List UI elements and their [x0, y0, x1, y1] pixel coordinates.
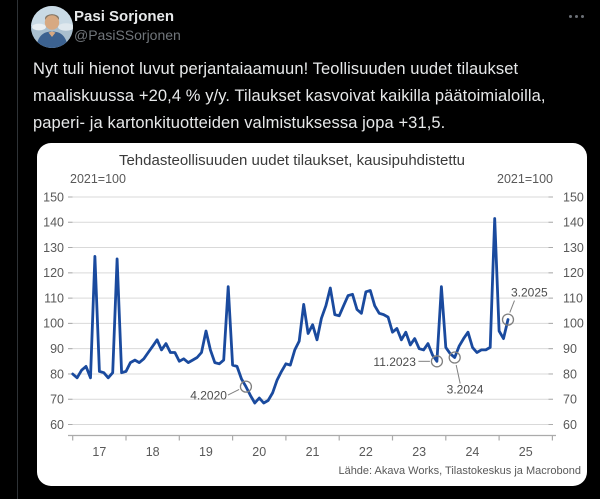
svg-text:60: 60 — [563, 418, 577, 432]
more-icon[interactable] — [569, 12, 584, 20]
unit-label-right: 2021=100 — [497, 172, 553, 186]
tweet-body-text: Nyt tuli hienot luvut perjantaiaamuun! T… — [33, 60, 546, 132]
svg-text:150: 150 — [563, 190, 584, 204]
orders-chart-svg: 60 60 70 70 80 80 90 90 100 100 110 110 120 120 130 130… — [43, 190, 584, 459]
svg-text:110: 110 — [44, 291, 64, 305]
svg-text:3.2024: 3.2024 — [447, 383, 484, 397]
chart-source: Lähde: Akava Works, Tilastokeskus ja Mac… — [338, 465, 581, 477]
svg-text:70: 70 — [50, 393, 64, 407]
svg-text:4.2020: 4.2020 — [190, 389, 227, 403]
svg-text:130: 130 — [563, 241, 584, 255]
svg-text:23: 23 — [412, 445, 426, 459]
column-divider — [17, 0, 18, 499]
svg-text:100: 100 — [43, 317, 64, 331]
author-handle[interactable]: @PasiSSorjonen — [74, 27, 181, 43]
svg-text:90: 90 — [50, 342, 64, 356]
svg-text:19: 19 — [199, 445, 213, 459]
svg-text:120: 120 — [563, 266, 584, 280]
svg-text:24: 24 — [465, 445, 479, 459]
unit-label-left: 2021=100 — [70, 172, 126, 186]
svg-text:25: 25 — [519, 445, 533, 459]
svg-text:140: 140 — [43, 216, 64, 230]
svg-text:100: 100 — [563, 317, 584, 331]
svg-text:130: 130 — [43, 241, 64, 255]
svg-text:60: 60 — [50, 418, 64, 432]
svg-text:70: 70 — [563, 393, 577, 407]
svg-text:80: 80 — [563, 367, 577, 381]
svg-text:20: 20 — [252, 445, 266, 459]
svg-text:18: 18 — [146, 445, 160, 459]
author-name[interactable]: Pasi Sorjonen — [74, 8, 175, 25]
chart-title: Tehdasteollisuuden uudet tilaukset, kaus… — [118, 152, 466, 169]
svg-text:140: 140 — [563, 216, 584, 230]
svg-text:17: 17 — [92, 445, 106, 459]
svg-text:110: 110 — [563, 291, 583, 305]
svg-text:150: 150 — [43, 190, 64, 204]
svg-text:120: 120 — [43, 266, 64, 280]
svg-text:21: 21 — [306, 445, 320, 459]
svg-text:90: 90 — [563, 342, 577, 356]
chart-card[interactable]: Tehdasteollisuuden uudet tilaukset, kaus… — [37, 143, 587, 486]
svg-text:11.2023: 11.2023 — [373, 355, 416, 369]
avatar-image — [31, 6, 73, 48]
avatar[interactable] — [31, 6, 73, 48]
svg-text:22: 22 — [359, 445, 373, 459]
svg-text:80: 80 — [50, 367, 64, 381]
svg-text:3.2025: 3.2025 — [511, 286, 548, 300]
